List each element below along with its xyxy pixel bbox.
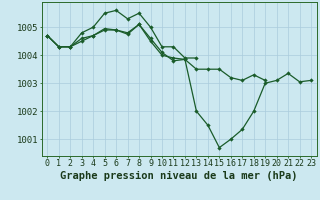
X-axis label: Graphe pression niveau de la mer (hPa): Graphe pression niveau de la mer (hPa) [60,171,298,181]
